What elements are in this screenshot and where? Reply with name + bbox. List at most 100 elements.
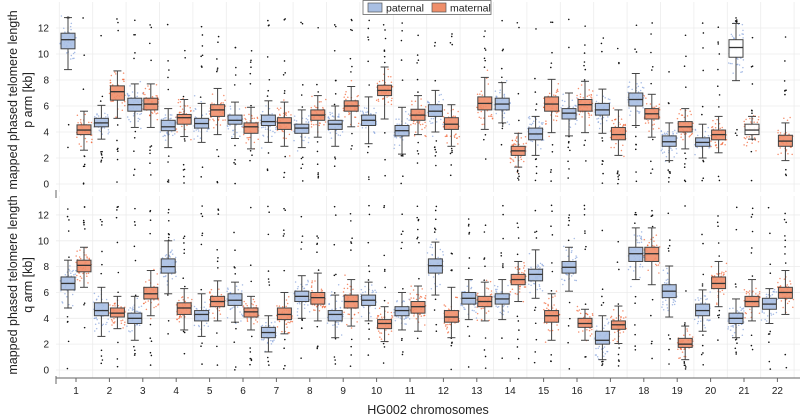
paternal-data-point — [672, 131, 674, 133]
maternal-data-point — [679, 357, 681, 359]
paternal-data-point — [375, 112, 377, 114]
paternal-data-point — [136, 92, 139, 94]
paternal-data-point — [175, 275, 177, 278]
maternal-data-point — [88, 257, 90, 260]
maternal-data-point — [377, 100, 380, 102]
paternal-data-point — [197, 324, 200, 327]
paternal-outlier-point — [268, 281, 270, 283]
paternal-data-point — [171, 253, 174, 255]
paternal-data-point — [766, 315, 769, 317]
paternal-data-point — [274, 321, 276, 323]
paternal-data-point — [435, 238, 438, 240]
paternal-outlier-point — [168, 69, 170, 71]
maternal-data-point — [245, 118, 247, 121]
maternal-data-point — [612, 339, 614, 342]
paternal-outlier-point — [334, 337, 337, 340]
maternal-outlier-point — [784, 245, 786, 248]
paternal-outlier-point — [401, 22, 403, 24]
paternal-data-point — [374, 289, 376, 292]
paternal-data-point — [770, 312, 772, 315]
maternal-data-point — [347, 313, 349, 315]
maternal-data-point — [357, 122, 360, 125]
paternal-data-point — [107, 129, 110, 131]
paternal-data-point — [574, 257, 577, 260]
paternal-data-point — [308, 137, 310, 139]
maternal-outlier-point — [116, 139, 118, 142]
paternal-data-point — [435, 121, 438, 123]
maternal-data-point — [658, 246, 661, 248]
maternal-outlier-point — [784, 212, 786, 215]
paternal-data-point — [667, 278, 669, 281]
paternal-data-point — [643, 87, 645, 89]
maternal-outlier-point — [684, 152, 686, 154]
maternal-outlier-point — [551, 21, 554, 24]
maternal-outlier-point — [718, 53, 721, 55]
paternal-data-point — [665, 279, 668, 281]
paternal-data-point — [663, 281, 666, 284]
paternal-outlier-point — [134, 19, 136, 22]
paternal-data-point — [537, 144, 539, 146]
maternal-data-point — [356, 95, 358, 98]
maternal-data-point — [315, 123, 317, 126]
paternal-data-point — [166, 256, 168, 259]
paternal-data-point — [231, 136, 233, 138]
maternal-data-point — [581, 116, 583, 118]
maternal-outlier-point — [149, 337, 152, 339]
maternal-outlier-point — [216, 69, 219, 71]
maternal-outlier-point — [650, 33, 652, 35]
paternal-outlier-point — [601, 137, 603, 139]
maternal-data-point — [548, 135, 550, 138]
maternal-data-point — [643, 95, 646, 97]
paternal-data-point — [538, 121, 540, 123]
maternal-data-point — [285, 305, 287, 308]
paternal-data-point — [197, 130, 200, 132]
paternal-outlier-point — [133, 354, 136, 356]
paternal-data-point — [595, 325, 598, 327]
maternal-data-point — [391, 316, 394, 318]
paternal-data-point — [200, 100, 202, 103]
paternal-data-point — [742, 59, 745, 61]
maternal-data-point — [382, 79, 384, 82]
paternal-data-point — [262, 339, 264, 341]
maternal-data-point — [416, 293, 418, 296]
paternal-outlier-point — [702, 242, 704, 245]
paternal-outlier-point — [734, 338, 737, 341]
maternal-outlier-point — [717, 215, 719, 217]
maternal-data-point — [591, 314, 594, 317]
maternal-data-point — [181, 125, 183, 128]
maternal-outlier-point — [351, 29, 353, 32]
paternal-data-point — [335, 132, 338, 135]
maternal-data-point — [178, 299, 180, 302]
maternal-data-point — [114, 305, 116, 307]
maternal-outlier-point — [549, 171, 552, 173]
maternal-outlier-point — [450, 269, 452, 272]
maternal-outlier-point — [116, 241, 119, 244]
maternal-data-point — [743, 136, 746, 139]
paternal-data-point — [168, 255, 171, 257]
maternal-outlier-point — [684, 205, 686, 207]
paternal-data-point — [206, 130, 208, 132]
maternal-outlier-point — [551, 143, 554, 146]
maternal-outlier-point — [216, 181, 219, 184]
maternal-data-point — [721, 271, 723, 273]
paternal-data-point — [66, 296, 68, 298]
maternal-outlier-point — [518, 329, 520, 331]
paternal-outlier-point — [702, 177, 705, 179]
paternal-data-point — [603, 327, 605, 330]
paternal-data-point — [194, 107, 197, 110]
maternal-data-point — [114, 73, 117, 75]
maternal-outlier-point — [115, 216, 118, 219]
maternal-outlier-point — [149, 323, 152, 326]
paternal-data-point — [166, 131, 168, 134]
paternal-outlier-point — [635, 143, 637, 146]
paternal-outlier-point — [502, 48, 504, 51]
paternal-data-point — [660, 130, 663, 132]
maternal-outlier-point — [784, 253, 786, 255]
maternal-data-point — [387, 333, 390, 336]
maternal-data-point — [457, 110, 459, 113]
paternal-data-point — [339, 307, 342, 309]
paternal-outlier-point — [99, 218, 102, 221]
paternal-data-point — [296, 314, 299, 317]
paternal-outlier-point — [402, 351, 404, 353]
paternal-outlier-point — [468, 223, 470, 226]
